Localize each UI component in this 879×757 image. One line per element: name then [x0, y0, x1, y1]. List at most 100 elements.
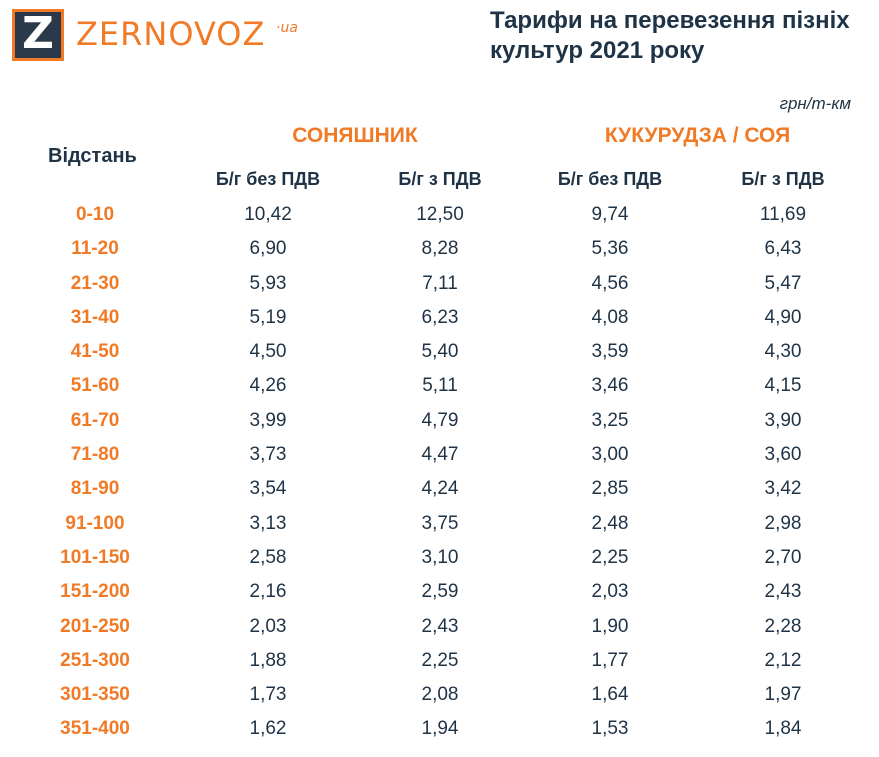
value-cell: 1,77: [591, 649, 629, 671]
value-cell: 8,28: [421, 238, 459, 260]
value-cell: 3,90: [764, 409, 802, 431]
value-cell: 5,47: [764, 272, 802, 294]
distance-cell: 11-20: [71, 238, 119, 260]
value-cell: 2,08: [421, 684, 459, 706]
value-cell: 3,46: [591, 375, 629, 397]
value-cell: 1,90: [591, 615, 629, 637]
value-cell: 6,23: [421, 306, 459, 328]
table-row: 201-250 2,03 2,43 1,90 2,28: [0, 611, 879, 645]
value-cell: 4,26: [249, 375, 287, 397]
value-cell: 5,40: [421, 341, 459, 363]
distance-cell: 151-200: [60, 581, 130, 603]
tariff-table-body: 0-10 10,42 12,50 9,74 11,69 11-20 6,90 8…: [0, 199, 879, 748]
distance-header: Відстань: [48, 145, 137, 167]
distance-cell: 81-90: [70, 478, 120, 500]
value-cell: 1,94: [421, 718, 459, 740]
table-row: 351-400 1,62 1,94 1,53 1,84: [0, 713, 879, 747]
value-cell: 9,74: [591, 204, 629, 225]
column-header: Б/г з ПДВ: [741, 169, 825, 189]
distance-cell: 351-400: [60, 718, 130, 740]
value-cell: 2,12: [764, 649, 802, 671]
distance-cell: 31-40: [70, 306, 120, 328]
value-cell: 4,08: [591, 306, 629, 328]
value-cell: 5,19: [249, 306, 287, 328]
value-cell: 4,24: [421, 478, 459, 500]
value-cell: 2,03: [591, 581, 629, 603]
value-cell: 6,43: [764, 238, 802, 260]
column-header: Б/г без ПДВ: [557, 169, 663, 189]
value-cell: 1,88: [249, 649, 287, 671]
distance-cell: 21-30: [70, 272, 120, 294]
value-cell: 5,11: [422, 375, 458, 397]
table-row: 151-200 2,16 2,59 2,03 2,43: [0, 576, 879, 610]
table-row: 21-30 5,93 7,11 4,56 5,47: [0, 268, 879, 302]
value-cell: 5,36: [591, 238, 629, 260]
value-cell: 2,25: [591, 546, 629, 568]
distance-cell: 201-250: [60, 615, 130, 637]
table-row: 301-350 1,73 2,08 1,64 1,97: [0, 679, 879, 713]
value-cell: 4,47: [421, 444, 459, 466]
value-cell: 4,50: [249, 341, 287, 363]
value-cell: 1,62: [249, 718, 287, 740]
value-cell: 2,85: [591, 478, 629, 500]
table-row: 71-80 3,73 4,47 3,00 3,60: [0, 439, 879, 473]
brand-name: ZERNOVOZ: [76, 15, 266, 53]
table-row: 251-300 1,88 2,25 1,77 2,12: [0, 645, 879, 679]
distance-cell: 51-60: [70, 375, 120, 397]
table-row: 41-50 4,50 5,40 3,59 4,30: [0, 336, 879, 370]
distance-cell: 251-300: [60, 649, 130, 671]
column-header: Б/г з ПДВ: [398, 169, 482, 189]
value-cell: 2,98: [764, 512, 802, 534]
value-cell: 2,59: [421, 581, 459, 603]
unit-label: грн/т-км: [779, 94, 851, 113]
column-header: Б/г без ПДВ: [215, 169, 321, 189]
value-cell: 4,30: [764, 341, 802, 363]
distance-cell: 101-150: [60, 546, 130, 568]
value-cell: 2,25: [421, 649, 459, 671]
value-cell: 2,70: [764, 546, 802, 568]
logo-letter: Z: [22, 8, 54, 59]
logo: Z: [12, 9, 64, 61]
value-cell: 1,73: [249, 684, 287, 706]
table-row: 81-90 3,54 4,24 2,85 3,42: [0, 473, 879, 507]
distance-cell: 41-50: [70, 341, 120, 363]
table-row: 11-20 6,90 8,28 5,36 6,43: [0, 233, 879, 267]
table-row: 61-70 3,99 4,79 3,25 3,90: [0, 405, 879, 439]
value-cell: 2,03: [249, 615, 287, 637]
value-cell: 3,99: [249, 409, 287, 431]
value-cell: 2,48: [591, 512, 629, 534]
value-cell: 2,58: [249, 546, 287, 568]
group-title-sunflower: СОНЯШНИК: [292, 124, 418, 147]
value-cell: 2,43: [764, 581, 802, 603]
value-cell: 3,00: [591, 444, 629, 466]
value-cell: 3,54: [249, 478, 287, 500]
page-title: Тарифи на перевезення пізніх культур 202…: [490, 7, 850, 64]
value-cell: 3,73: [249, 444, 287, 466]
value-cell: 2,16: [249, 581, 287, 603]
value-cell: 4,90: [764, 306, 802, 328]
value-cell: 3,59: [591, 341, 629, 363]
table-row: 0-10 10,42 12,50 9,74 11,69: [0, 199, 879, 233]
value-cell: 12,50: [416, 204, 464, 225]
distance-cell: 71-80: [70, 444, 120, 466]
value-cell: 2,28: [764, 615, 802, 637]
distance-cell: 61-70: [70, 409, 120, 431]
value-cell: 10,42: [244, 204, 292, 225]
value-cell: 3,42: [764, 478, 802, 500]
value-cell: 3,10: [421, 546, 459, 568]
value-cell: 3,13: [249, 512, 287, 534]
value-cell: 3,60: [764, 444, 802, 466]
value-cell: 7,11: [422, 272, 458, 294]
distance-cell: 301-350: [60, 684, 130, 706]
value-cell: 1,84: [764, 718, 802, 740]
value-cell: 11,69: [759, 204, 807, 225]
value-cell: 1,53: [591, 718, 629, 740]
value-cell: 3,75: [421, 512, 459, 534]
table-row: 91-100 3,13 3,75 2,48 2,98: [0, 508, 879, 542]
table-row: 51-60 4,26 5,11 3,46 4,15: [0, 370, 879, 404]
value-cell: 4,15: [764, 375, 802, 397]
group-title-corn-soy: КУКУРУДЗА / СОЯ: [604, 124, 791, 147]
value-cell: 2,43: [421, 615, 459, 637]
distance-cell: 0-10: [75, 204, 115, 225]
brand-domain: ·ua: [276, 20, 298, 36]
